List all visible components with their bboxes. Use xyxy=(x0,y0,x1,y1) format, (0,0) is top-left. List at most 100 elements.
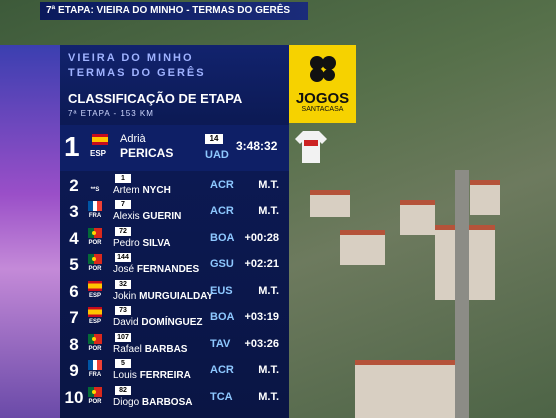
flag xyxy=(88,228,102,238)
time: M.T. xyxy=(258,364,279,376)
flag xyxy=(88,254,102,264)
flag xyxy=(88,175,102,185)
building xyxy=(400,200,435,235)
last-name: BARBOSA xyxy=(141,397,193,408)
row: 4 POR 72 Pedro SILVA BOA +00:28 xyxy=(60,226,289,252)
bib: 82 xyxy=(115,386,131,395)
first-name: Adrià xyxy=(120,133,146,145)
finish: TERMAS DO GERÊS xyxy=(68,67,206,79)
building xyxy=(310,190,350,217)
first-name: José xyxy=(113,264,135,275)
first-name: Artem xyxy=(113,185,140,196)
rank: 4 xyxy=(69,229,79,248)
row: 10 POR 82 Diogo BARBOSA TCA M.T. xyxy=(60,385,289,411)
last-name: DOMÍNGUEZ xyxy=(141,317,203,328)
team: TCA xyxy=(210,391,233,403)
last-name: GUERIN xyxy=(142,211,182,222)
row: 5 POR 144 José FERNANDES GSU +02:21 xyxy=(60,252,289,278)
row: 1 ESP Adrià PERICAS 14 UAD 3:48:32 xyxy=(60,125,289,171)
last-name: SILVA xyxy=(142,238,171,249)
rider-name: Rafael BARBAS xyxy=(113,344,187,355)
time: +00:28 xyxy=(244,232,279,244)
flag xyxy=(88,201,102,211)
rank: 7 xyxy=(69,308,79,327)
rank: 3 xyxy=(69,202,79,221)
rank: 9 xyxy=(69,361,79,380)
last-name: FERNANDES xyxy=(136,264,200,275)
title: CLASSIFICAÇÃO DE ETAPA xyxy=(68,91,243,106)
team: UAD xyxy=(205,149,229,161)
team: ACR xyxy=(210,179,234,191)
road xyxy=(455,170,469,418)
country: POR xyxy=(88,266,102,272)
rank: 2 xyxy=(69,176,79,195)
country: FRA xyxy=(88,372,102,378)
last-name: PERICAS xyxy=(120,146,174,160)
team: BOA xyxy=(210,311,235,323)
time: 3:48:32 xyxy=(236,139,278,153)
sponsor-name: JOGOS xyxy=(295,90,350,107)
bib: 144 xyxy=(115,253,131,262)
bib: 32 xyxy=(115,280,131,289)
team: BOA xyxy=(210,232,235,244)
flag xyxy=(88,281,102,291)
rider-name: Alexis GUERIN xyxy=(113,211,181,222)
time: M.T. xyxy=(258,205,279,217)
row: 8 POR 107 Rafael BARBAS TAV +03:26 xyxy=(60,332,289,358)
building xyxy=(340,230,385,265)
country: POR xyxy=(88,346,102,352)
country: FRA xyxy=(88,213,102,219)
first-name: Diogo xyxy=(113,397,140,408)
flag xyxy=(88,307,102,317)
flag xyxy=(88,360,102,370)
start: VIEIRA DO MINHO xyxy=(68,52,194,64)
rider-name: Jokin MURGUIALDAY xyxy=(113,291,213,302)
rider-name: Louis FERREIRA xyxy=(113,370,191,381)
bib: 14 xyxy=(205,134,223,144)
bib: 107 xyxy=(115,333,131,342)
last-name: BARBAS xyxy=(144,344,188,355)
flag xyxy=(88,334,102,344)
bib: 73 xyxy=(115,306,131,315)
row: 7 ESP 73 David DOMÍNGUEZ BOA +03:19 xyxy=(60,305,289,331)
team: ACR xyxy=(210,364,234,376)
first-name: Rafael xyxy=(113,344,142,355)
bib: 7 xyxy=(115,200,131,209)
time: M.T. xyxy=(258,391,279,403)
row: 3 FRA 7 Alexis GUERIN ACR M.T. xyxy=(60,199,289,225)
row: 6 ESP 32 Jokin MURGUIALDAY EUS M.T. xyxy=(60,279,289,305)
bib: 72 xyxy=(115,227,131,236)
flag xyxy=(88,387,102,397)
bib: 1 xyxy=(115,174,131,183)
country: **S xyxy=(90,187,100,193)
team: TAV xyxy=(210,338,231,350)
time: +02:21 xyxy=(244,258,279,270)
bib: 5 xyxy=(115,359,131,368)
country: ESP xyxy=(88,319,101,325)
rank: 10 xyxy=(64,388,84,407)
first-name: Pedro xyxy=(113,238,140,249)
last-name: MURGUIALDAY xyxy=(139,291,214,302)
first-name: Alexis xyxy=(113,211,140,222)
country: POR xyxy=(88,399,102,405)
subtitle: 7ª ETAPA - 153 KM xyxy=(68,109,154,118)
rank: 5 xyxy=(69,255,79,274)
rider-name: José FERNANDES xyxy=(113,264,199,275)
first-name: David xyxy=(113,317,139,328)
building xyxy=(470,180,500,215)
time: +03:26 xyxy=(244,338,279,350)
sponsor-logo: JOGOS SANTACASA xyxy=(289,45,356,123)
rider-name: David DOMÍNGUEZ xyxy=(113,317,202,328)
stage-banner: 7ª ETAPA: VIEIRA DO MINHO - TERMAS DO GE… xyxy=(40,2,308,20)
building xyxy=(355,360,465,418)
team: ACR xyxy=(210,205,234,217)
team: GSU xyxy=(210,258,234,270)
flag xyxy=(92,134,108,145)
sponsor-subname: SANTACASA xyxy=(301,106,344,113)
country: ESP xyxy=(88,293,101,299)
rank: 8 xyxy=(69,335,79,354)
leader-jersey xyxy=(295,131,327,163)
logo-icon xyxy=(309,56,336,82)
country: POR xyxy=(88,240,102,246)
time: +03:19 xyxy=(244,311,279,323)
